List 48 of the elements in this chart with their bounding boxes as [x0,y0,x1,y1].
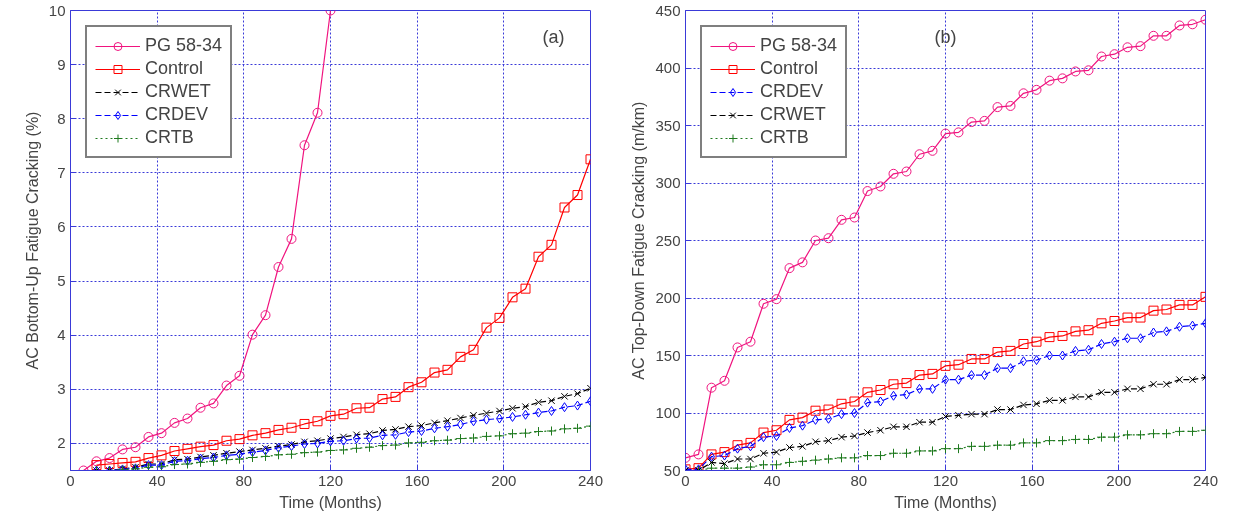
legend-label: CRTB [760,127,809,148]
legend-label: PG 58-34 [145,35,223,56]
legend-label: CRWET [145,81,211,102]
y-tick-label: 8 [57,109,66,127]
x-axis-title: Time (Months) [279,493,382,511]
x-tick-label: 80 [850,471,868,489]
legend-label: Control [145,58,204,79]
x-tick-label: 0 [681,471,690,489]
x-tick-label: 160 [404,471,430,489]
x-tick-label: 200 [491,471,517,489]
legend-label: CRDEV [760,81,824,102]
legend-label: CRWET [760,104,826,125]
annotation: (a) [542,27,565,48]
y-tick-label: 6 [57,217,66,235]
legend-label: CRTB [145,127,194,148]
y-axis-title: AC Bottom-Up Fatigue Cracking (%) [23,111,41,370]
y-tick-label: 400 [655,59,681,76]
y-tick-label: 350 [655,116,681,134]
x-axis-title: Time (Months) [894,493,997,511]
x-tick-label: 80 [235,471,253,489]
y-tick-label: 10 [48,1,66,19]
y-tick-label: 250 [655,231,681,249]
x-tick-label: 40 [763,471,781,489]
legend-label: PG 58-34 [760,35,838,56]
y-tick-label: 2 [57,434,66,452]
x-tick-label: 160 [1019,471,1045,489]
y-tick-label: 150 [655,346,681,364]
y-tick-label: 450 [655,1,681,19]
y-tick-label: 50 [663,461,681,479]
y-tick-label: 200 [655,289,681,306]
legend-label: CRDEV [145,104,209,125]
y-tick-label: 3 [57,380,66,398]
y-tick-label: 9 [57,55,66,73]
y-tick-label: 4 [57,326,66,344]
x-tick-label: 240 [577,471,604,489]
x-tick-label: 200 [1106,471,1132,489]
x-tick-label: 120 [317,471,344,489]
x-tick-label: 240 [1192,471,1219,489]
y-tick-label: 5 [57,272,66,290]
y-tick-label: 300 [655,174,681,191]
y-tick-label: 7 [57,163,66,181]
y-axis-title: AC Top-Down Fatigue Cracking (m/km) [630,101,648,380]
y-tick-label: 100 [655,404,681,421]
x-tick-label: 0 [66,471,75,489]
x-tick-label: 40 [148,471,166,489]
annotation: (b) [934,27,957,48]
legend-label: Control [760,58,819,79]
x-tick-label: 120 [932,471,959,489]
